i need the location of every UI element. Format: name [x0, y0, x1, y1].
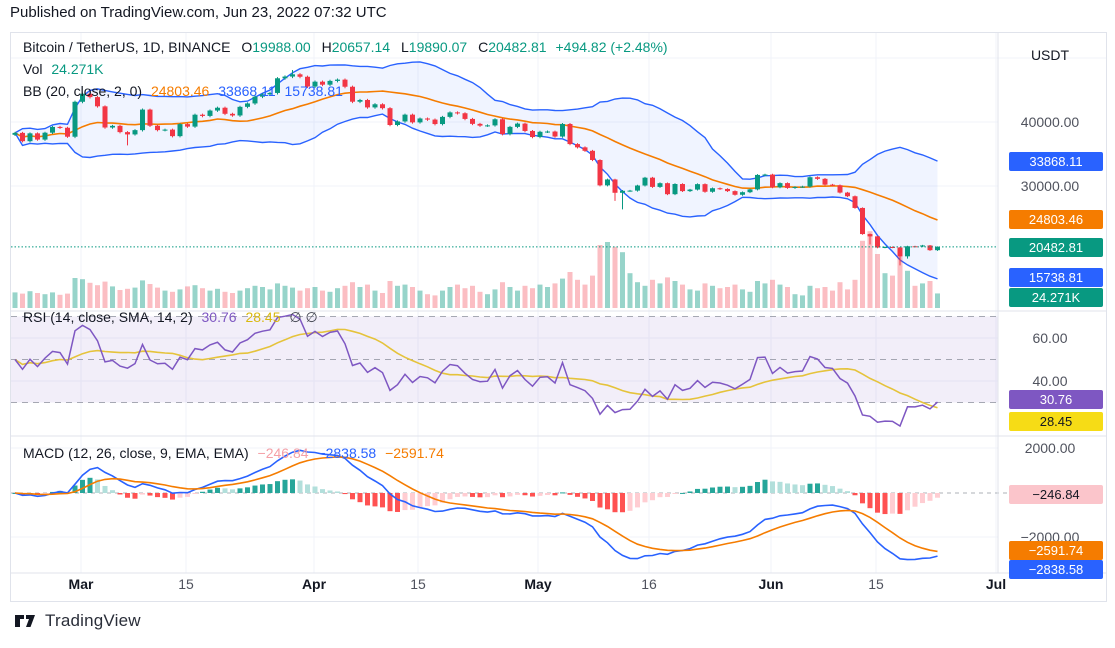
macd-line-value: −2838.58	[317, 445, 377, 461]
tradingview-footer[interactable]: TradingView	[14, 611, 141, 631]
rsi-bands	[11, 316, 998, 403]
bb-label: BB (20, close, 2, 0)	[23, 83, 143, 99]
tradingview-brand-text: TradingView	[45, 611, 141, 630]
time-axis-label: 15	[410, 576, 426, 592]
time-axis-label: Apr	[301, 576, 327, 592]
rsi-label: RSI (14, close, SMA, 14, 2)	[23, 309, 193, 325]
volume-value: 24.271K	[51, 61, 104, 77]
tradingview-logo-icon	[15, 615, 35, 627]
main-legend[interactable]: Bitcoin / TetherUS, 1D, BINANCE O19988.0…	[23, 39, 668, 55]
close-label: C	[478, 39, 489, 55]
bb-legend[interactable]: BB (20, close, 2, 0) 24803.46 33868.11 1…	[23, 83, 343, 99]
chart-canvas[interactable]	[11, 33, 1106, 601]
rsi-extra-values: ∅ ∅	[289, 309, 318, 325]
high-value: 20657.14	[331, 39, 391, 55]
rsi-ma-value: 28.45	[245, 309, 281, 325]
published-header: Published on TradingView.com, Jun 23, 20…	[10, 4, 387, 21]
candles	[12, 69, 940, 266]
open-value: 19988.00	[252, 39, 311, 55]
macd-plot	[12, 449, 940, 561]
time-axis-label: 15	[868, 576, 884, 592]
volume-label: Vol	[23, 61, 43, 77]
bb-lower-value: 15738.81	[284, 83, 343, 99]
rsi-value: 30.76	[201, 309, 237, 325]
time-axis-label: Mar	[68, 576, 94, 592]
time-axis-label: Jul	[985, 576, 1007, 592]
time-axis-label: Jun	[758, 576, 784, 592]
high-label: H	[321, 39, 332, 55]
rsi-plot	[14, 313, 939, 428]
low-label: L	[400, 39, 409, 55]
change-value: +494.82 (+2.48%)	[555, 39, 668, 55]
bb-upper-value: 33868.11	[218, 83, 276, 99]
open-label: O	[241, 39, 253, 55]
volume-bars	[12, 231, 940, 308]
low-value: 19890.07	[408, 39, 468, 55]
macd-signal-value: −2591.74	[385, 445, 444, 461]
time-axis-label: May	[524, 576, 552, 592]
macd-legend[interactable]: MACD (12, 26, close, 9, EMA, EMA) −246.8…	[23, 445, 444, 461]
rsi-legend[interactable]: RSI (14, close, SMA, 14, 2) 30.76 28.45 …	[23, 309, 318, 326]
grid-lines	[11, 33, 1106, 573]
macd-label: MACD (12, 26, close, 9, EMA, EMA)	[23, 445, 249, 461]
bollinger-bands	[14, 61, 938, 280]
time-axis-label: 16	[641, 576, 657, 592]
time-axis-label: 15	[178, 576, 194, 592]
close-value: 20482.81	[488, 39, 547, 55]
bb-basis-value: 24803.46	[150, 83, 210, 99]
symbol-title[interactable]: Bitcoin / TetherUS, 1D, BINANCE	[23, 39, 231, 55]
chart-container[interactable]: Bitcoin / TetherUS, 1D, BINANCE O19988.0…	[10, 32, 1107, 602]
pane-dividers	[11, 33, 1106, 574]
macd-hist-value: −246.84	[257, 445, 309, 461]
volume-legend[interactable]: Vol 24.271K	[23, 61, 104, 77]
